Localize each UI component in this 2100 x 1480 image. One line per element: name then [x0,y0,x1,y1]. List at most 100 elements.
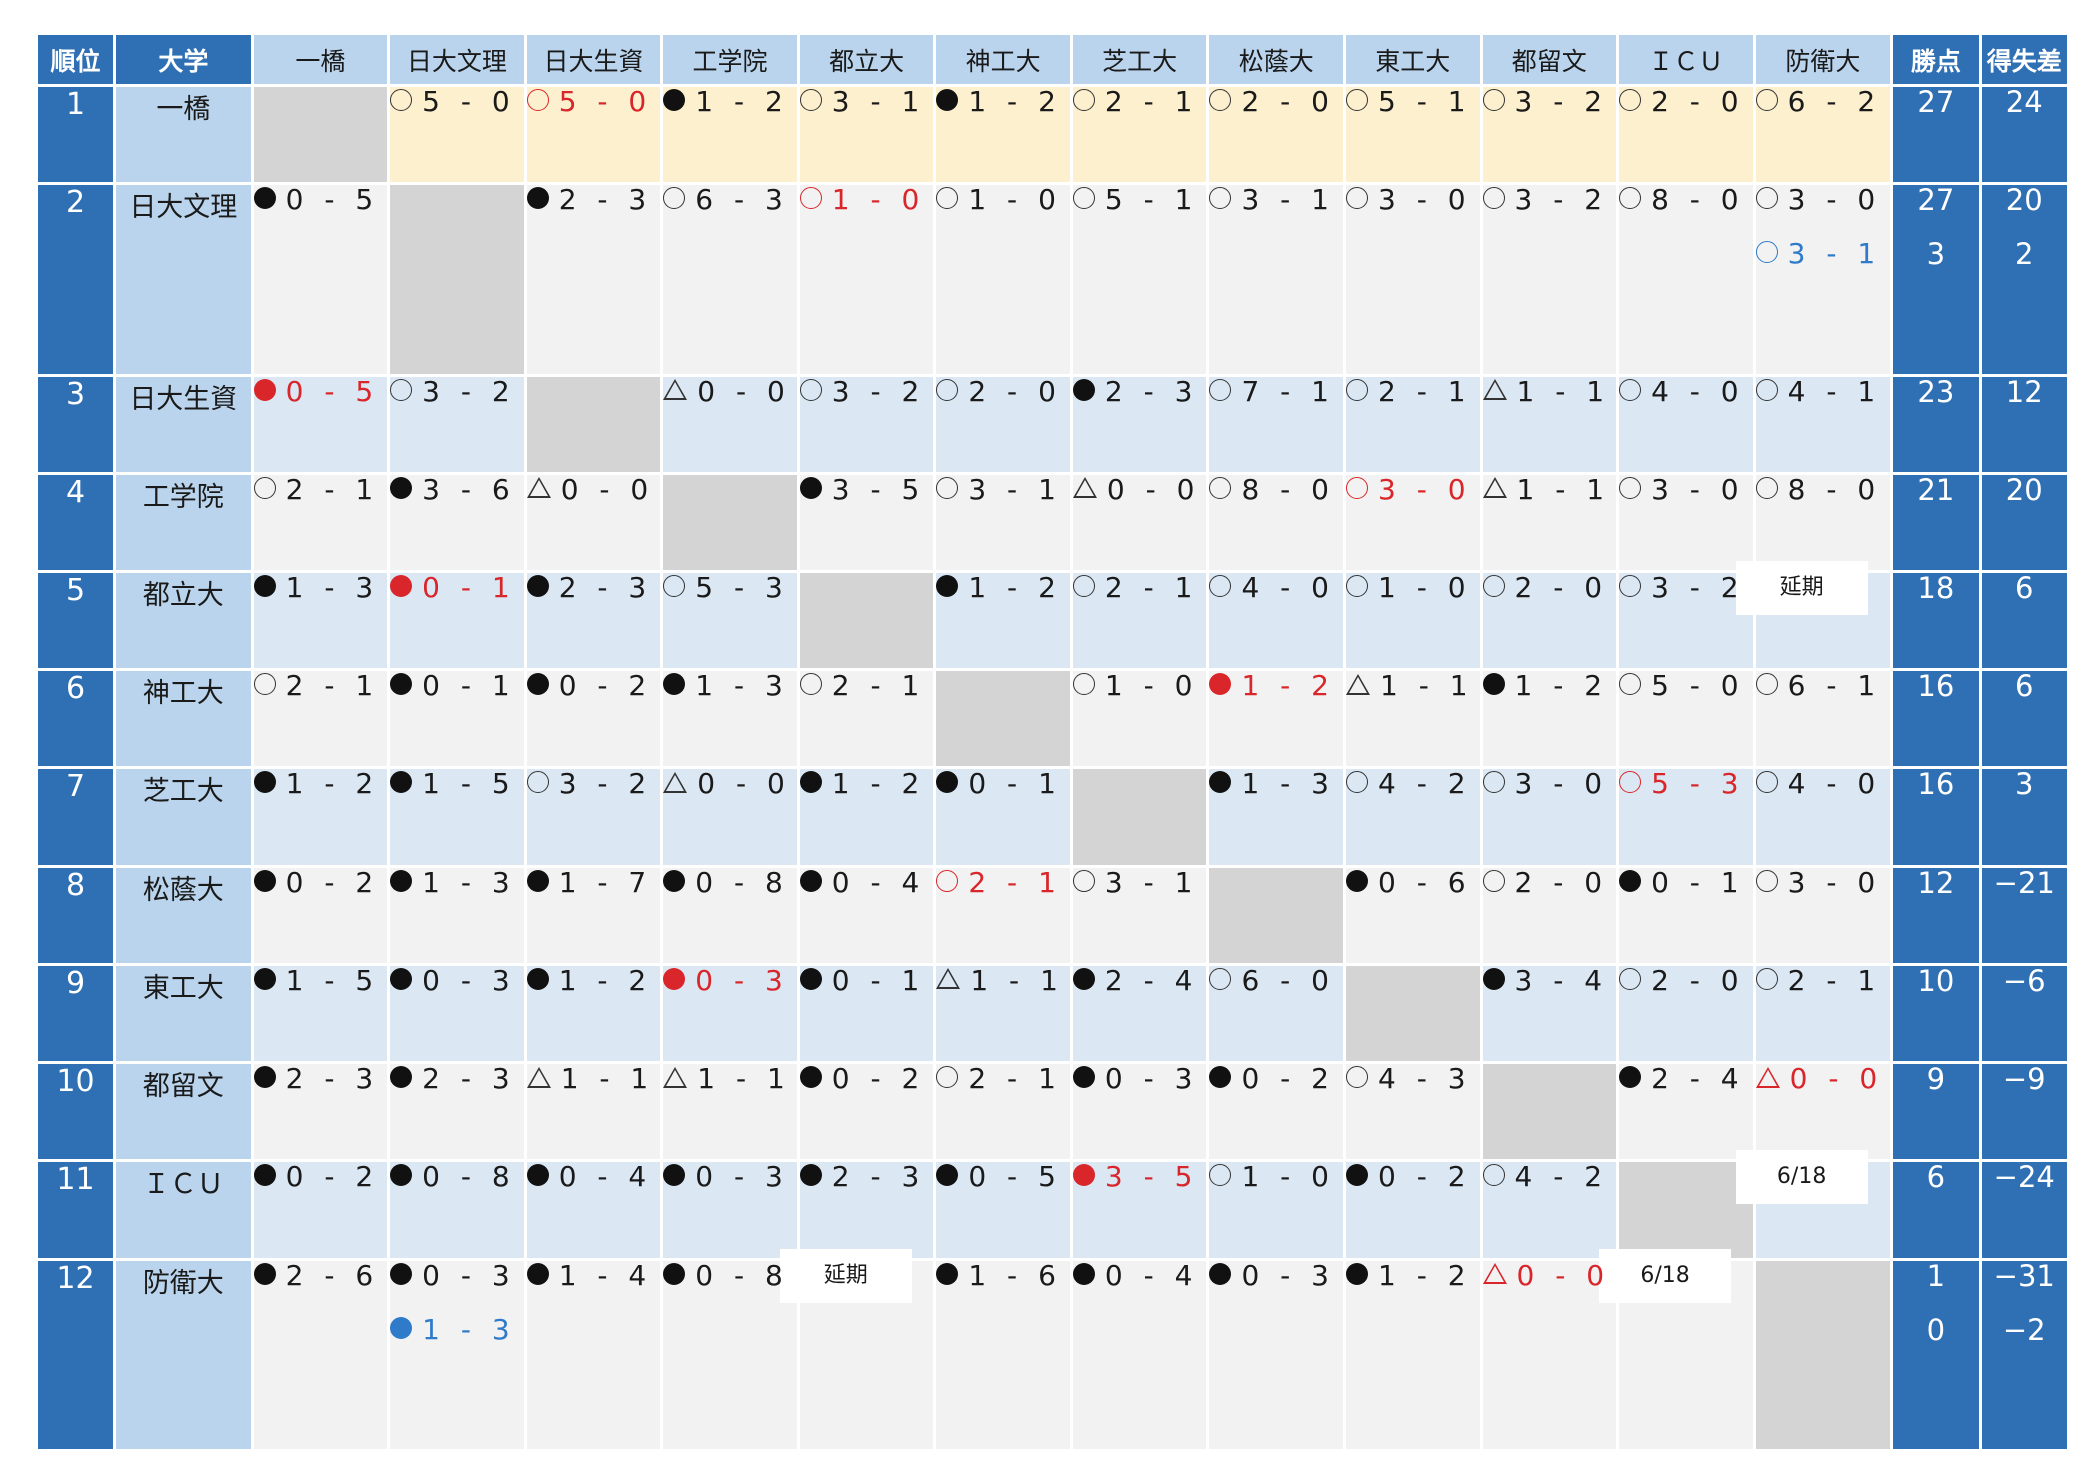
score-text: 1 - 5 [422,767,516,801]
match-result-cell: 6 - 0 [1209,965,1346,1065]
win-mark-icon [1209,967,1232,990]
draw-mark-icon [663,1066,688,1088]
win-mark-icon [1072,869,1095,892]
win-mark-icon [1755,241,1778,264]
team-header: 東工大 [1345,35,1483,87]
match-result-cell: 1 - 2 [799,769,937,868]
match-result-cell: 2 - 3 [1072,376,1210,475]
match-result-cell: 0 - 8 [663,867,800,966]
match-result: 0 - 1 [390,573,524,627]
points-cell: 16 [1893,767,1982,868]
score-text: 7 - 1 [1241,374,1335,408]
match-result: 3 - 2 [1619,573,1753,627]
match-result: 3 - 1 [1209,185,1343,239]
match-result: 2 - 3 [390,1064,524,1118]
win-mark-icon [1619,967,1642,990]
match-result: 0 - 2 [1345,1160,1480,1216]
match-result: 3 - 1 [936,474,1070,529]
table-row: 11 ＩＣＵ 0 - 2 0 - 8 0 - 4 0 - 3 2 - 3 0 - 5 3 - 5… [38,1150,2070,1261]
match-result-cell: 3 - 2 [799,374,937,475]
rank-cell: 9 [38,965,117,1065]
match-result: 2 - 0 [936,376,1070,431]
university-header: 大学 [116,35,254,87]
match-result: 0 - 0 [663,376,797,431]
match-result-cell: 1 - 0 [1345,573,1483,672]
match-result: 4 - 0 [1619,376,1753,431]
score-text: 6 - 3 [695,183,789,217]
goal-diff-cell: −31 −2 [1981,1260,2070,1452]
match-result-cell: 0 - 1 [799,965,937,1065]
match-result-cell: 0 - 0 [663,769,800,868]
win-mark-icon [1345,378,1368,401]
match-result: 3 - 0 [1482,769,1617,823]
match-result-cell: 1 - 0 [799,183,937,377]
match-result-cell: 0 - 3 [663,1162,800,1261]
score-text: 3 - 2 [831,374,926,408]
match-result-cell: 4 - 1 [1755,376,1894,475]
match-result: 3 - 2 [1482,87,1617,141]
goal-diff-cell: 12 [1981,376,2070,475]
match-result-cell: 1 - 2 [526,965,664,1065]
score-text: 0 - 2 [558,669,653,703]
match-result-cell: 0 - 2 [799,1064,937,1163]
score-text: 0 - 2 [1377,1160,1472,1194]
university-cell: 松蔭大 [116,867,254,966]
win-mark-icon [1345,187,1368,210]
score-text: 1 - 2 [968,571,1062,604]
score-text: 1 - 2 [1377,1258,1472,1292]
university-cell: 一橋 [116,87,254,186]
draw-mark-icon [526,1066,551,1088]
match-result-cell: 4 - 2 [1482,1160,1620,1261]
table-row: 10 都留文 2 - 3 2 - 3 1 - 1 1 - 1 0 - 2 2 - 1 0 - 3… [38,1062,2070,1163]
draw-mark-icon [1482,1263,1507,1285]
points-cell: 9 [1893,1064,1982,1163]
team-header: 都立大 [799,35,937,87]
score-text: 0 - 0 [1106,472,1201,506]
points-value: 16 [1917,767,1955,802]
self-match-cell [799,573,937,672]
match-result: 3 - 2 [1482,185,1617,239]
score-text: 0 - 4 [831,865,926,899]
match-result: 1 - 1 [526,1062,661,1118]
score-text: 5 - 0 [558,85,653,118]
win-mark-icon [1072,575,1095,597]
loss-mark-icon [390,1262,413,1285]
match-result-cell: 3 - 2 [1482,87,1620,186]
win-mark-icon [1619,771,1642,794]
match-result: 0 - 4 [1072,1260,1207,1315]
points-value: 16 [1917,669,1955,704]
score-text: 2 - 0 [1651,85,1745,118]
score-text: 0 - 5 [285,183,380,217]
table-row: 1 一橋 5 - 0 5 - 0 1 - 2 3 - 1 1 - 2 2 - 1 2 - 0 5 … [38,85,2070,186]
match-result-cell: 3 - 4 [1482,965,1620,1065]
score-text: 1 - 2 [1514,669,1609,703]
loss-mark-icon [1072,378,1095,401]
score-text: 2 - 0 [1651,963,1745,997]
match-result: 8 - 0 [1619,185,1753,239]
score-text: 1 - 0 [831,183,926,217]
match-result: 0 - 3 [390,965,524,1020]
score-text: 4 - 2 [1514,1160,1609,1194]
score-text: 1 - 1 [1379,669,1474,703]
score-text: 2 - 3 [422,1062,516,1096]
draw-mark-icon [663,379,688,401]
score-text: 1 - 4 [558,1258,653,1292]
match-result-cell: 2 - 1 [936,867,1073,966]
score-text: 2 - 0 [1514,865,1609,899]
score-text: 1 - 1 [560,1062,655,1096]
match-result: 1 - 0 [1209,1162,1343,1216]
match-result-cell: 1 - 5 [390,767,527,868]
team-header: ＩＣＵ [1619,35,1756,87]
loss-mark-icon [936,771,959,794]
team-header: 神工大 [936,35,1073,87]
points-cell: 18 [1893,573,1982,672]
loss-mark-icon [1072,1262,1095,1285]
match-result: 1 - 0 [1072,671,1207,725]
rank-header: 順位 [38,35,117,87]
header-row: 順位 大学 一橋 日大文理 日大生資 工学院 都立大 神工大 芝工大 松蔭大 東工大 都留文 ＩＣＵ… [38,35,2070,87]
match-result: 1 - 2 [936,573,1070,627]
match-result-cell: 1 - 1 [1345,669,1483,770]
match-note: 6/18 [1735,1150,1868,1205]
loss-mark-icon [1209,1066,1232,1089]
draw-mark-icon [526,477,551,499]
